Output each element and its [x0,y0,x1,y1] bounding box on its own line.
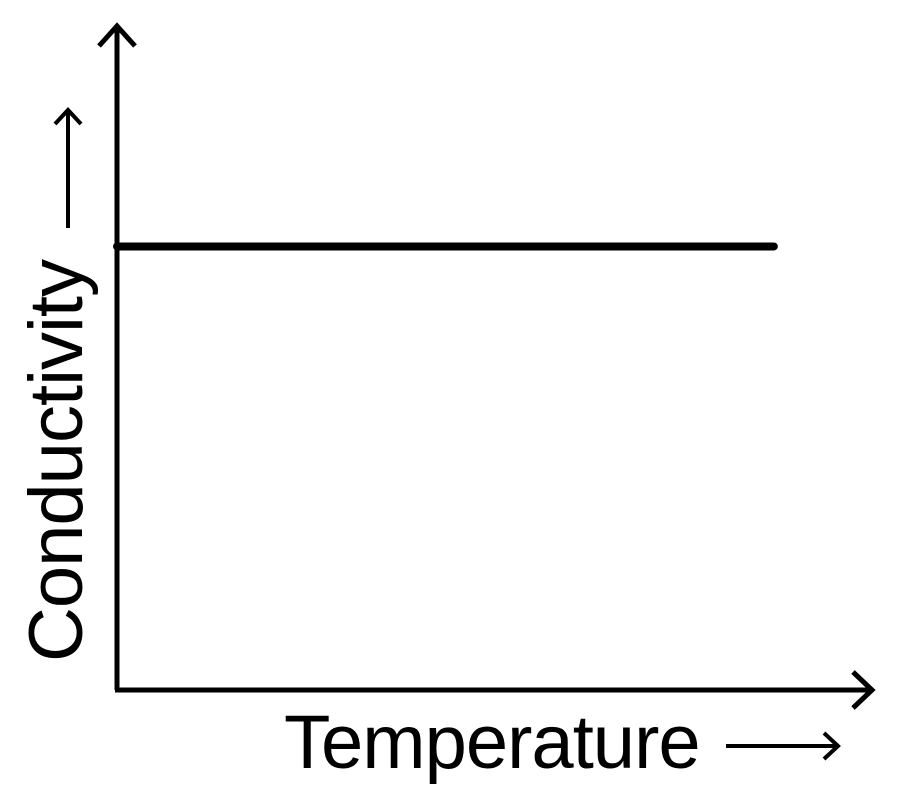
y-axis-label: Conductivity [14,259,99,662]
x-axis-arrowhead [851,670,876,710]
y-axis-arrowhead [97,22,137,48]
y-axis-label-arrow [53,107,83,228]
x-axis-label: Temperature [284,700,700,785]
x-axis-label-arrow [726,731,841,761]
